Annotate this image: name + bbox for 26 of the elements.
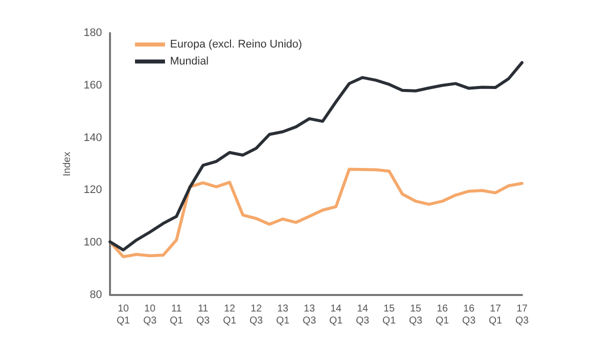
x-tick-label: 15 Q1 (382, 304, 396, 326)
x-tick-label: 17 Q3 (515, 304, 530, 326)
x-tick-label: 12 Q3 (250, 304, 264, 326)
y-axis-title: Index (62, 152, 74, 176)
x-tick-label: 14 Q3 (356, 304, 370, 326)
y-tick-label: 160 (84, 79, 102, 92)
x-tick-label: 12 Q1 (222, 304, 237, 326)
y-tick-label: 140 (84, 132, 102, 144)
x-tick-label: 11 Q1 (170, 304, 184, 326)
x-tick-label: 10 Q3 (143, 304, 157, 326)
x-tick-label: 16 Q3 (462, 304, 476, 326)
legend-label: Mundial (170, 56, 209, 68)
x-tick-label: 13 Q1 (276, 304, 290, 326)
x-tick-label: 17 Q1 (488, 304, 503, 326)
legend-label: Europa (excl. Reino Unido) (170, 38, 302, 50)
x-tick-label: 11 Q3 (196, 304, 210, 326)
y-tick-label: 180 (84, 27, 102, 39)
y-tick-label: 80 (90, 289, 102, 301)
x-tick-label: 13 Q3 (302, 304, 316, 326)
line-series (108, 168, 524, 258)
x-tick-label: 10 Q1 (116, 304, 130, 326)
y-tick-label: 120 (84, 184, 102, 196)
x-tick-label: 16 Q1 (436, 304, 450, 326)
x-tick-label: 14 Q1 (329, 304, 344, 326)
x-tick-label: 15 Q3 (409, 304, 423, 326)
y-tick-label: 100 (84, 236, 102, 249)
